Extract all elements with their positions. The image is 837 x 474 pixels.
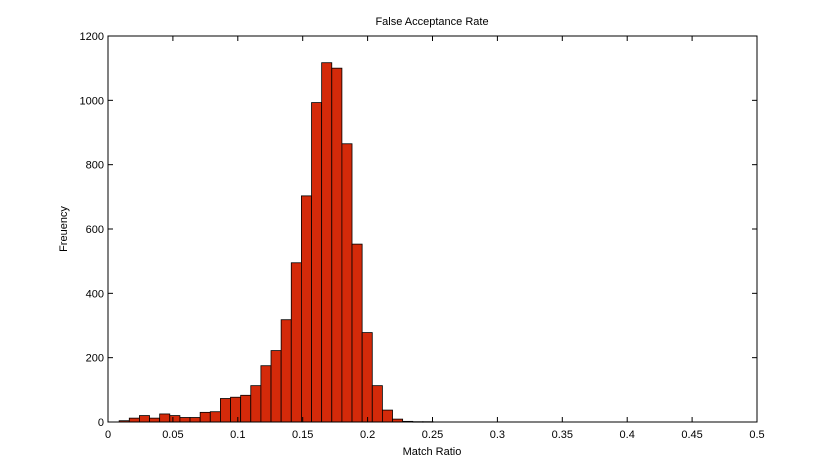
- histogram-bar: [260, 365, 272, 423]
- histogram-bar: [179, 417, 191, 423]
- x-tick-label: 0.05: [162, 429, 183, 441]
- histogram-bar: [220, 398, 231, 423]
- x-tick-label: 0.15: [292, 429, 313, 441]
- y-axis-label: Freuency: [58, 206, 70, 252]
- histogram-bar: [381, 409, 393, 423]
- histogram-bar: [341, 143, 353, 423]
- x-tick-label: 0.3: [490, 429, 505, 441]
- y-tick-label: 1200: [80, 31, 104, 43]
- histogram-bar: [139, 415, 150, 423]
- histogram-bar: [250, 385, 262, 423]
- x-tick-label: 0.4: [620, 429, 635, 441]
- histogram-bar: [169, 415, 181, 423]
- x-tick-label: 0.5: [749, 429, 764, 441]
- histogram-bar: [209, 411, 221, 423]
- x-tick-label: 0.25: [422, 429, 443, 441]
- histogram-bar: [331, 67, 343, 423]
- histogram-bar: [361, 332, 373, 423]
- x-tick-label: 0.2: [360, 429, 375, 441]
- x-tick-label: 0.45: [681, 429, 702, 441]
- histogram-bar: [159, 413, 171, 423]
- y-tick-label: 200: [86, 353, 104, 365]
- histogram-bar: [311, 102, 323, 423]
- histogram-bar: [199, 411, 211, 423]
- histogram-bar: [321, 62, 333, 423]
- y-tick-label: 600: [86, 224, 104, 236]
- chart-title: False Acceptance Rate: [375, 16, 488, 28]
- histogram-bar: [371, 385, 383, 423]
- x-axis-label: Match Ratio: [403, 446, 462, 458]
- histogram-bar: [280, 319, 292, 423]
- histogram-bar: [128, 417, 140, 423]
- histogram-bar: [270, 350, 282, 423]
- y-tick-label: 1000: [80, 95, 104, 107]
- x-axis-ticks: 0 0.05 0.1 0.15 0.2 0.25 0.3 0.35 0.4 0.45 0.5: [105, 36, 765, 441]
- x-tick-label: 0: [105, 429, 111, 441]
- y-tick-label: 0: [98, 417, 104, 429]
- histogram-bar: [230, 396, 242, 423]
- y-tick-label: 800: [86, 160, 104, 172]
- histogram-bar: [290, 262, 302, 423]
- plot-area: [108, 36, 757, 422]
- histogram-bar: [149, 417, 161, 423]
- histogram-bar: [300, 195, 312, 423]
- histogram-bar: [189, 417, 201, 423]
- histogram-bar: [351, 243, 363, 423]
- x-tick-label: 0.1: [230, 429, 245, 441]
- y-axis-ticks: 0 200 400 600 800 1000 1200: [80, 31, 757, 429]
- y-tick-label: 400: [86, 288, 104, 300]
- histogram-bar: [240, 394, 252, 423]
- x-tick-label: 0.35: [552, 429, 573, 441]
